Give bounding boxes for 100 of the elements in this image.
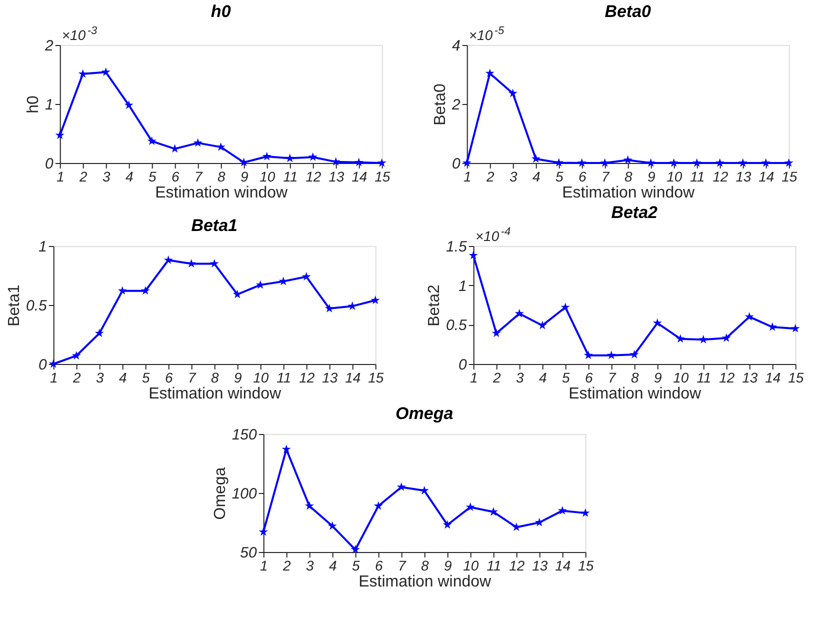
point bbox=[492, 328, 501, 338]
x-tick-label: 6 bbox=[584, 370, 593, 386]
x-tick-label: 4 bbox=[125, 168, 134, 184]
chart-title: Beta2 bbox=[611, 203, 658, 222]
y-axis-title: Omega bbox=[212, 467, 229, 520]
x-tick-label: 11 bbox=[276, 370, 292, 386]
x-axis-title: Estimation window bbox=[148, 386, 282, 402]
y-tick-label: 50 bbox=[240, 544, 258, 562]
point bbox=[630, 350, 639, 358]
point bbox=[55, 130, 64, 140]
x-tick-label: 15 bbox=[578, 558, 594, 574]
x-tick-label: 13 bbox=[736, 168, 752, 184]
point bbox=[164, 255, 173, 264]
x-tick-label: 15 bbox=[368, 370, 384, 386]
x-tick-label: 7 bbox=[398, 558, 407, 574]
y-tick-label: 100 bbox=[232, 486, 258, 502]
x-tick-label: 13 bbox=[532, 558, 548, 574]
x-tick-label: 14 bbox=[765, 370, 781, 386]
point bbox=[577, 158, 586, 167]
y-tick-label: 0 bbox=[38, 356, 48, 374]
point bbox=[331, 157, 340, 166]
x-tick-label: 2 bbox=[72, 370, 81, 386]
x-tick-label: 11 bbox=[486, 558, 502, 574]
point bbox=[722, 333, 731, 342]
x-tick-label: 10 bbox=[666, 168, 682, 184]
x-tick-label: 2 bbox=[485, 168, 494, 184]
x-tick-label: 4 bbox=[118, 370, 127, 386]
y-tick-label: 2 bbox=[451, 96, 462, 114]
y-axis-title: Beta0 bbox=[432, 83, 450, 126]
point bbox=[761, 158, 770, 167]
x-tick-label: 4 bbox=[532, 168, 540, 184]
point bbox=[652, 318, 662, 327]
x-tick-label: 13 bbox=[742, 370, 758, 386]
point bbox=[715, 158, 724, 167]
point bbox=[790, 324, 800, 332]
point bbox=[534, 518, 544, 526]
point bbox=[488, 507, 498, 516]
y-tick-label: 1 bbox=[45, 96, 54, 114]
x-tick-label: 9 bbox=[444, 558, 452, 574]
point bbox=[193, 138, 202, 147]
x-tick-label: 11 bbox=[283, 168, 298, 184]
point bbox=[468, 250, 478, 260]
y-tick-label: 4 bbox=[452, 38, 460, 54]
x-tick-label: 9 bbox=[234, 370, 242, 386]
x-tick-label: 4 bbox=[538, 370, 547, 386]
point bbox=[606, 350, 616, 360]
point bbox=[304, 501, 314, 510]
x-tick-label: 3 bbox=[102, 168, 110, 184]
x-axis-title: Estimation window bbox=[155, 184, 288, 202]
x-tick-label: 14 bbox=[352, 168, 368, 184]
x-tick-label: 5 bbox=[142, 370, 150, 386]
point bbox=[124, 100, 134, 110]
point bbox=[350, 544, 360, 554]
x-tick-label: 14 bbox=[345, 370, 361, 386]
x-tick-label: 6 bbox=[374, 558, 383, 574]
x-tick-label: 15 bbox=[374, 168, 390, 184]
x-tick-label: 15 bbox=[788, 370, 804, 386]
point bbox=[282, 444, 291, 454]
x-axis-title: Estimation window bbox=[562, 184, 696, 202]
point bbox=[698, 334, 708, 344]
x-tick-label: 11 bbox=[690, 168, 705, 184]
y-axis-title: Beta1 bbox=[6, 284, 24, 326]
x-tick-label: 13 bbox=[328, 168, 344, 184]
x-tick-label: 12 bbox=[509, 558, 525, 574]
point bbox=[584, 350, 593, 360]
point bbox=[466, 502, 475, 511]
x-tick-label: 6 bbox=[164, 370, 173, 386]
x-tick-label: 7 bbox=[188, 370, 197, 386]
x-tick-label: 2 bbox=[492, 370, 501, 386]
point bbox=[258, 527, 268, 536]
point bbox=[354, 158, 364, 166]
point bbox=[531, 154, 540, 163]
x-tick-label: 5 bbox=[148, 168, 156, 184]
x-tick-label: 7 bbox=[601, 168, 610, 184]
x-tick-label: 5 bbox=[352, 558, 360, 574]
y-axis-title: h0 bbox=[25, 96, 42, 114]
x-tick-label: 5 bbox=[562, 370, 570, 386]
chart-title: Beta1 bbox=[191, 216, 238, 235]
x-tick-label: 8 bbox=[217, 168, 226, 184]
x-tick-label: 9 bbox=[654, 370, 662, 386]
point bbox=[210, 258, 219, 268]
point bbox=[78, 69, 88, 78]
x-tick-label: 8 bbox=[420, 558, 429, 574]
x-tick-label: 10 bbox=[463, 558, 479, 574]
point bbox=[676, 334, 685, 343]
x-tick-label: 11 bbox=[696, 370, 712, 386]
x-tick-label: 14 bbox=[758, 168, 774, 184]
x-tick-label: 1 bbox=[56, 168, 64, 184]
point bbox=[514, 308, 524, 318]
point bbox=[744, 312, 754, 321]
x-tick-label: 12 bbox=[719, 370, 735, 386]
point bbox=[140, 286, 150, 295]
point bbox=[328, 521, 337, 530]
point bbox=[538, 320, 547, 330]
chart-title: Omega bbox=[396, 404, 454, 423]
x-tick-label: 4 bbox=[328, 558, 337, 574]
x-tick-label: 7 bbox=[608, 370, 617, 386]
x-tick-label: 14 bbox=[555, 558, 571, 574]
x-tick-label: 2 bbox=[78, 168, 88, 184]
point bbox=[558, 506, 567, 515]
